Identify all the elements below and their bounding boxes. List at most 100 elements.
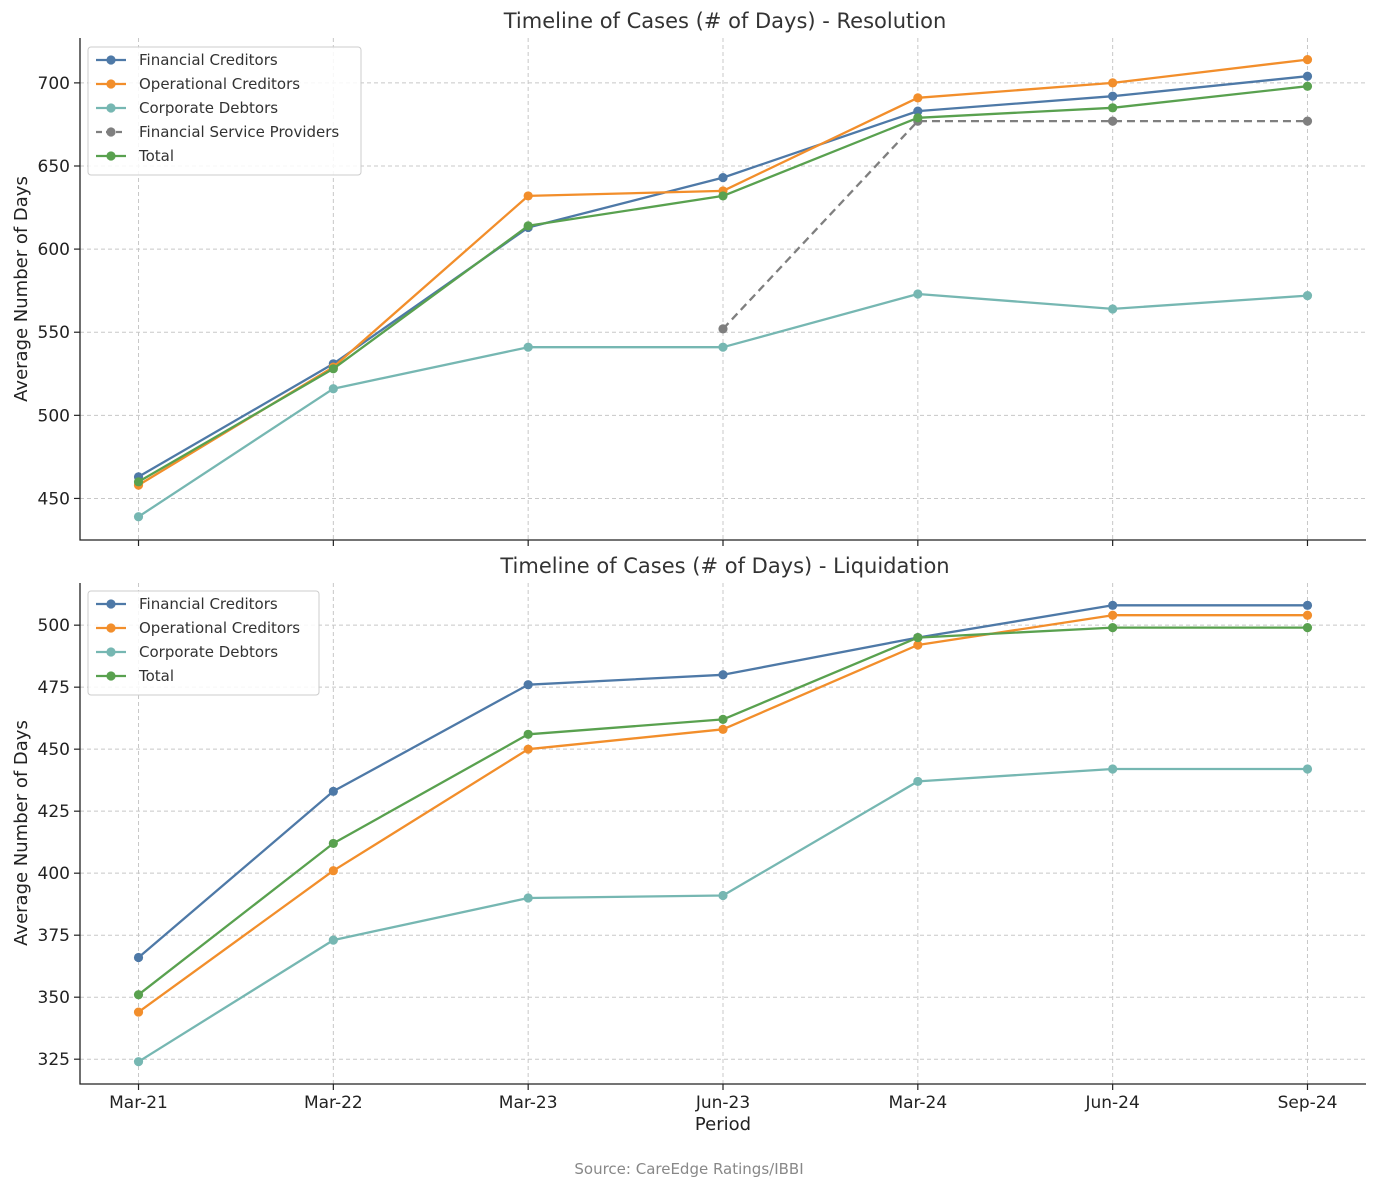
data-point: [1302, 55, 1313, 65]
legend-item-financial-creditors: Financial Creditors: [96, 51, 278, 69]
grid: [80, 38, 1366, 540]
x-tick-label-jun-23: Jun-23: [695, 1093, 750, 1113]
legend-marker: [106, 79, 116, 89]
data-point: [1302, 764, 1313, 774]
data-point: [523, 342, 533, 352]
legend-label: Operational Creditors: [139, 75, 300, 93]
legend-item-corporate-debtors: Corporate Debtors: [96, 99, 278, 117]
data-point: [718, 890, 728, 901]
x-tick-label-jun-24: Jun-24: [1084, 1093, 1139, 1113]
data-point: [718, 714, 728, 725]
legend: Financial Creditors Operational Creditors…: [87, 46, 362, 176]
x-axis-label: Period: [695, 1114, 751, 1135]
y-tick-label: 450: [38, 740, 70, 760]
y-tick-label: 500: [38, 406, 70, 426]
data-point: [328, 786, 338, 796]
legend: Financial Creditors Operational Creditors…: [87, 590, 320, 696]
data-point: [913, 113, 923, 123]
legend-item-total: Total: [96, 147, 174, 165]
series-financial-creditors: [133, 600, 1313, 963]
legend-marker: [106, 103, 116, 113]
data-point: [1108, 91, 1118, 101]
data-point: [1108, 304, 1118, 314]
legend-label: Corporate Debtors: [139, 643, 278, 661]
series-operational-creditors: [133, 610, 1313, 1017]
x-tick-label-mar-22: Mar-22: [304, 1093, 363, 1113]
data-point: [1302, 623, 1313, 633]
data-point: [328, 935, 338, 945]
axis-spine: [79, 38, 1366, 541]
data-point: [718, 173, 728, 183]
legend-label: Operational Creditors: [139, 619, 300, 637]
legend-box: [87, 46, 362, 176]
x-tick-label-mar-23: Mar-23: [499, 1093, 558, 1113]
data-point: [718, 724, 728, 734]
y-tick-label: 325: [38, 1050, 70, 1070]
data-point: [718, 324, 728, 334]
y-axis-label: Average Number of Days: [11, 176, 32, 402]
data-point: [913, 93, 923, 103]
data-point: [1108, 116, 1118, 126]
data-point: [718, 670, 728, 680]
y-tick-label: 650: [38, 157, 70, 177]
resolution-chart: 450 500 550 600 650 700 Timeline of Cases (# o…: [11, 9, 1366, 546]
legend-label: Total: [138, 667, 174, 685]
legend-item-financial-service-providers: Financial Service Providers: [96, 123, 339, 141]
data-point: [133, 952, 144, 963]
data-point: [1108, 78, 1118, 88]
x-tick-label-mar-21: Mar-21: [109, 1093, 168, 1113]
series-financial-service-providers: [718, 116, 1313, 334]
legend-marker: [106, 623, 116, 633]
data-point: [1108, 600, 1118, 610]
chart-title: Timeline of Cases (# of Days) - Resoluti…: [503, 9, 947, 33]
legend-label: Corporate Debtors: [139, 99, 278, 117]
data-point: [718, 191, 728, 201]
legend-box: [87, 590, 320, 696]
x-axis: Mar-21 Mar-22 Mar-23 Jun-23 Mar-24 Jun-24 Sep-…: [109, 1084, 1337, 1113]
data-point: [328, 838, 338, 849]
data-point: [1302, 116, 1313, 126]
x-tick-label-sep-24: Sep-24: [1278, 1093, 1338, 1113]
legend-label: Financial Creditors: [139, 51, 278, 69]
data-point: [523, 191, 533, 201]
chart-title: Timeline of Cases (# of Days) - Liquidat…: [499, 554, 949, 578]
data-point: [328, 364, 338, 374]
y-axis-label: Average Number of Days: [11, 720, 32, 946]
data-point: [1302, 71, 1313, 81]
data-point: [523, 744, 533, 754]
data-point: [1108, 764, 1118, 774]
legend-label: Financial Service Providers: [139, 123, 339, 141]
data-point: [133, 512, 144, 522]
legend-marker: [106, 127, 116, 137]
y-tick-label: 550: [38, 323, 70, 343]
legend-marker: [106, 55, 116, 65]
legend-item-total: Total: [96, 667, 174, 685]
data-point: [1302, 600, 1313, 610]
y-tick-label: 350: [38, 988, 70, 1008]
data-point: [1302, 291, 1313, 301]
data-point: [328, 866, 338, 876]
y-tick-label: 400: [38, 864, 70, 884]
data-point: [913, 106, 923, 116]
series-line: [722, 119, 1308, 330]
legend-item-corporate-debtors: Corporate Debtors: [96, 643, 278, 661]
series-corporate-debtors: [133, 764, 1313, 1067]
legend-label: Financial Creditors: [139, 595, 278, 613]
y-tick-label: 475: [38, 678, 70, 698]
data-point: [133, 1057, 144, 1067]
data-point: [913, 289, 923, 299]
legend-item-operational-creditors: Operational Creditors: [96, 619, 300, 637]
y-axis: 450 500 550 600 650 700: [38, 74, 80, 509]
y-tick-label: 600: [38, 240, 70, 260]
series-total: [133, 81, 1313, 487]
data-point: [1302, 81, 1313, 91]
y-tick-label: 425: [38, 802, 70, 822]
data-point: [1108, 103, 1118, 113]
y-tick-label: 450: [38, 489, 70, 509]
y-tick-label: 500: [38, 616, 70, 636]
legend-item-operational-creditors: Operational Creditors: [96, 75, 300, 93]
data-point: [328, 384, 338, 394]
data-point: [523, 680, 533, 690]
